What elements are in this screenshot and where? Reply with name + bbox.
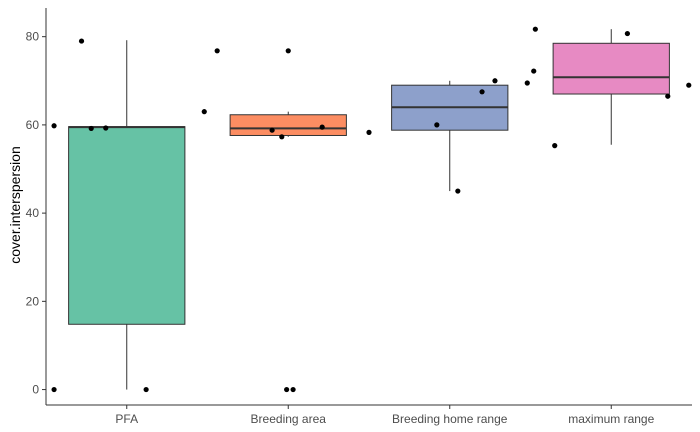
data-point <box>624 30 631 37</box>
data-point <box>279 134 285 140</box>
data-point <box>284 386 290 393</box>
data-point <box>269 127 275 133</box>
box-pfa <box>68 126 186 325</box>
data-point <box>319 124 325 130</box>
data-point <box>434 122 440 128</box>
data-point <box>51 123 57 129</box>
x-tick-label: maximum range <box>568 412 654 426</box>
data-point <box>686 82 692 88</box>
y-tick-label: 60 <box>26 118 40 132</box>
y-tick-label: 20 <box>26 294 40 308</box>
data-point <box>78 38 85 44</box>
data-point <box>552 143 558 149</box>
points-layer <box>51 26 692 393</box>
x-tick-label: Breeding area <box>251 412 327 426</box>
axes-layer: 0 20 40 60 80 PFA Breeding area Breeding home r… <box>26 8 692 426</box>
data-point <box>531 68 537 74</box>
x-tick-label: PFA <box>115 412 138 426</box>
data-point <box>455 188 461 194</box>
y-tick-label: 0 <box>32 383 39 397</box>
data-point <box>143 386 149 393</box>
data-point <box>201 109 207 115</box>
data-point <box>479 89 485 95</box>
data-point <box>51 386 57 393</box>
data-point <box>524 80 530 86</box>
y-axis-title: cover.interspersion <box>7 146 23 264</box>
boxes-layer <box>68 29 670 390</box>
data-point <box>532 26 538 32</box>
data-point <box>285 48 291 54</box>
data-point <box>103 125 109 131</box>
data-point <box>665 93 671 99</box>
data-point <box>88 125 94 132</box>
data-point <box>214 48 220 54</box>
box-maximum-range <box>552 42 670 95</box>
data-point <box>492 78 498 84</box>
y-tick-label: 40 <box>26 206 40 220</box>
data-point <box>366 129 372 135</box>
x-tick-label: Breeding home range <box>392 412 508 426</box>
y-tick-label: 80 <box>26 30 40 44</box>
box-breeding-area <box>229 114 347 136</box>
data-point <box>290 386 296 393</box>
